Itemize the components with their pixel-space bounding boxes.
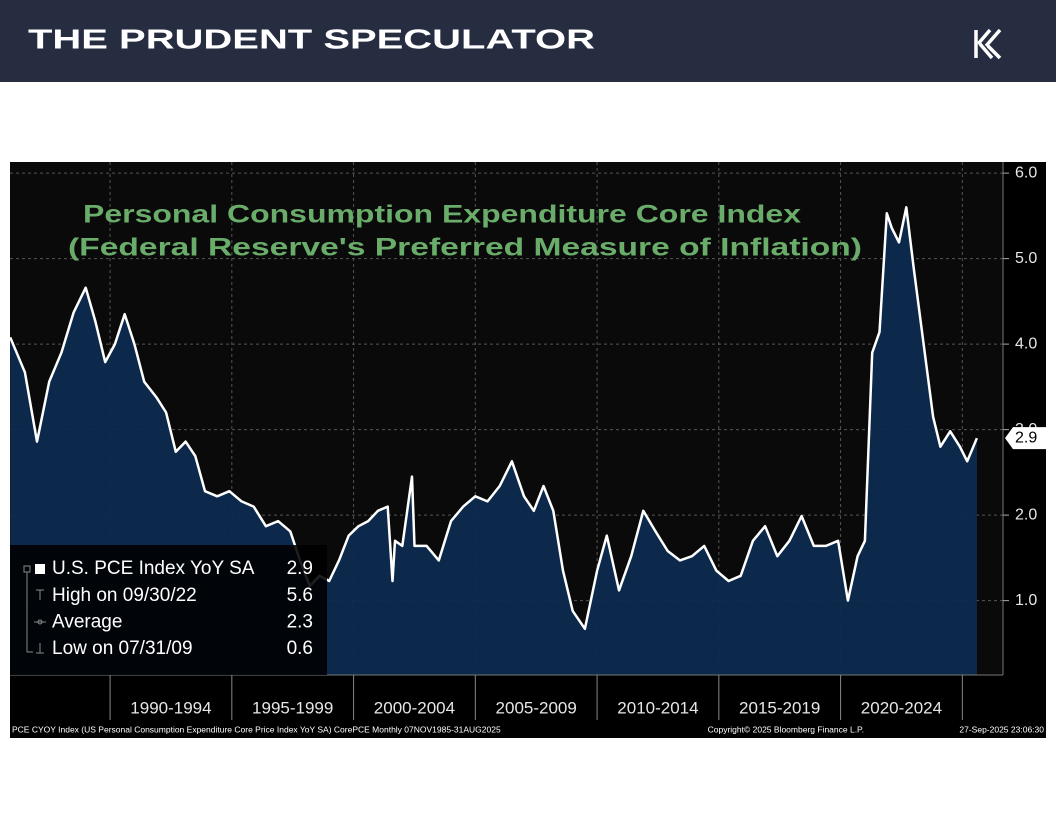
footer-timestamp: 27-Sep-2025 23:06:30 <box>959 724 1044 734</box>
legend-swatch <box>35 564 45 574</box>
x-tick-label: 2005-2009 <box>496 698 577 717</box>
x-tick-label: 2010-2014 <box>617 698 698 717</box>
legend-value: 2.9 <box>287 558 313 579</box>
legend-label: U.S. PCE Index YoY SA <box>52 558 255 579</box>
legend-stat-value: 5.6 <box>287 585 313 606</box>
legend-stat-label: Low on 07/31/09 <box>52 638 193 659</box>
x-tick-label: 1990-1994 <box>130 698 211 717</box>
y-tick-label: 4.0 <box>1015 335 1037 352</box>
y-tick-label: 5.0 <box>1015 250 1037 267</box>
axes: 1.02.03.04.05.06.01990-19941995-19992000… <box>109 164 1046 720</box>
legend: U.S. PCE Index YoY SA 2.9 High on 09/30/2… <box>10 545 327 675</box>
y-tick-label: 2.0 <box>1015 506 1037 523</box>
x-tick-label: 2000-2004 <box>374 698 455 717</box>
legend-stat-label: Average <box>52 612 122 633</box>
legend-stat-value: 0.6 <box>287 638 313 659</box>
footer-source: PCE CYOY Index (US Personal Consumption … <box>12 724 501 734</box>
legend-stat-label: High on 09/30/22 <box>52 585 197 606</box>
y-tick-label: 1.0 <box>1015 592 1037 609</box>
header-bar <box>0 0 1056 82</box>
header-title: THE PRUDENT SPECULATOR <box>28 23 595 54</box>
legend-icons <box>23 565 46 654</box>
last-value-label: 2.9 <box>1015 429 1037 446</box>
logo <box>974 28 1002 60</box>
legend-box <box>10 545 327 675</box>
footer-copyright: Copyright© 2025 Bloomberg Finance L.P. <box>708 724 864 734</box>
legend-stat-value: 2.3 <box>287 612 313 633</box>
x-tick-label: 2015-2019 <box>739 698 820 717</box>
line <box>9 206 979 631</box>
chart-title: Personal Consumption Expenditure Core In… <box>83 201 801 229</box>
x-tick-label: 2020-2024 <box>861 698 942 717</box>
y-tick-label: 6.0 <box>1015 164 1037 181</box>
chart-subtitle: (Federal Reserve's Preferred Measure of … <box>68 234 862 262</box>
last-value-tag <box>1005 427 1046 450</box>
x-tick-label: 1995-1999 <box>252 698 333 717</box>
